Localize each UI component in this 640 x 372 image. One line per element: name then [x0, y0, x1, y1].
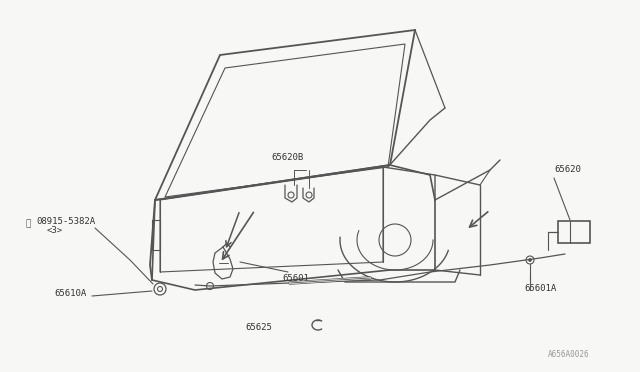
Bar [558, 221, 590, 243]
Text: 65620B: 65620B [271, 153, 303, 162]
Text: 65620: 65620 [554, 165, 581, 174]
Text: 65601: 65601 [282, 274, 309, 283]
Text: Ⓦ: Ⓦ [26, 219, 31, 228]
Text: 65610A: 65610A [54, 289, 86, 298]
Text: 65601A: 65601A [524, 284, 556, 293]
Text: 65625: 65625 [245, 323, 272, 332]
Text: A656A0026: A656A0026 [548, 350, 589, 359]
Circle shape [529, 259, 531, 262]
Text: <3>: <3> [47, 226, 63, 235]
Text: 08915-5382A: 08915-5382A [36, 217, 95, 226]
